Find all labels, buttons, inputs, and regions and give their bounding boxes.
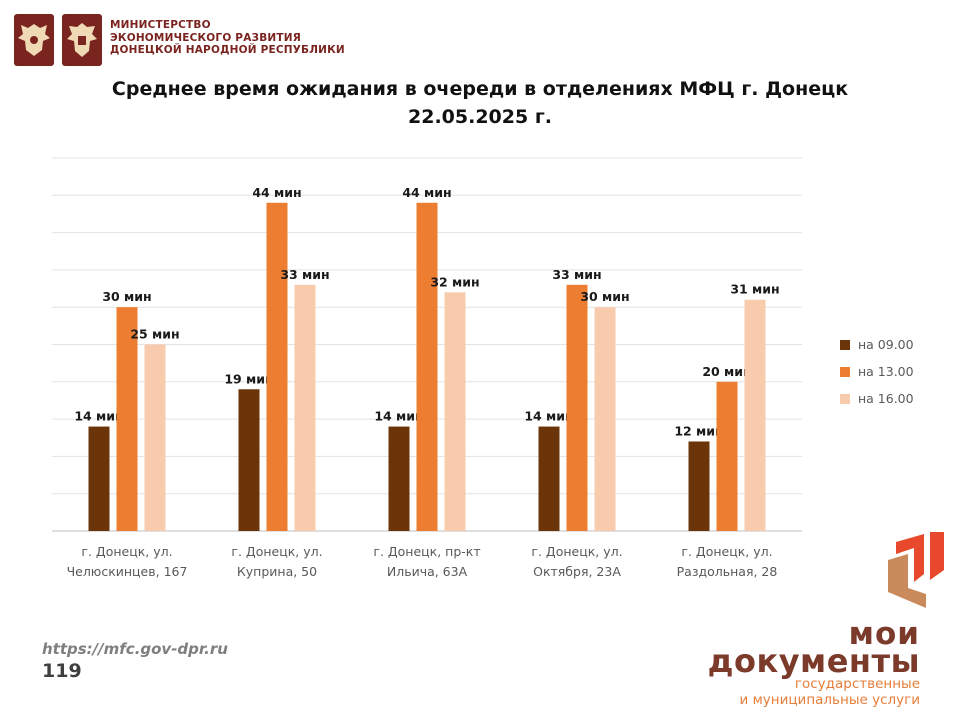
bar — [566, 284, 588, 531]
legend-swatch — [840, 366, 850, 377]
x-tick-label: г. Донецк, ул. — [231, 544, 322, 559]
bar — [688, 441, 710, 531]
data-label: 31 мин — [730, 282, 779, 297]
x-tick-label: Челюскинцев, 167 — [67, 564, 188, 579]
bar — [294, 284, 316, 531]
legend-item: на 16.00 — [840, 385, 914, 412]
ministry-line: МИНИСТЕРСТВО — [110, 19, 211, 31]
data-label: 14 мин — [374, 409, 423, 424]
bar — [266, 202, 288, 531]
x-tick-label: г. Донецк, ул. — [81, 544, 172, 559]
x-tick-label: Раздольная, 28 — [677, 564, 778, 579]
bar — [716, 381, 738, 531]
data-label: 32 мин — [430, 274, 479, 289]
legend-item: на 13.00 — [840, 358, 914, 385]
bar — [88, 426, 110, 531]
bar — [444, 292, 466, 531]
bar — [538, 426, 560, 531]
legend-label: на 09.00 — [858, 337, 914, 352]
moi-dokumenty-logo-icon — [886, 530, 948, 614]
bar — [388, 426, 410, 531]
data-label: 33 мин — [552, 267, 601, 282]
data-label: 25 мин — [130, 327, 179, 342]
x-tick-label: Куприна, 50 — [237, 564, 317, 579]
ministry-line: ЭКОНОМИЧЕСКОГО РАЗВИТИЯ — [110, 31, 302, 44]
x-tick-label: г. Донецк, пр-кт — [373, 544, 480, 559]
ministry-line: ДОНЕЦКОЙ НАРОДНОЙ РЕСПУБЛИКИ — [110, 44, 345, 56]
russia-emblem-icon — [14, 14, 54, 66]
x-tick-label: Ильича, 63А — [387, 564, 468, 579]
x-tick-label: г. Донецк, ул. — [681, 544, 772, 559]
data-label: 14 мин — [524, 409, 573, 424]
dpr-emblem-icon — [62, 14, 102, 66]
legend-item: на 09.00 — [840, 331, 914, 358]
data-label: 30 мин — [580, 289, 629, 304]
data-label: 44 мин — [252, 185, 301, 200]
data-label: 12 мин — [674, 423, 723, 438]
legend-label: на 13.00 — [858, 364, 914, 379]
data-label: 20 мин — [702, 364, 751, 379]
brand-tagline-2: и муниципальные услуги — [739, 692, 920, 708]
legend-swatch — [840, 339, 850, 350]
legend-label: на 16.00 — [858, 391, 914, 406]
data-label: 19 мин — [224, 371, 273, 386]
x-tick-label: г. Донецк, ул. — [531, 544, 622, 559]
legend-swatch — [840, 393, 850, 404]
data-label: 33 мин — [280, 267, 329, 282]
bar — [116, 307, 138, 531]
bar — [416, 202, 438, 531]
chart-title-line-1: Среднее время ожидания в очереди в отдел… — [111, 78, 849, 100]
data-label: 14 мин — [74, 409, 123, 424]
ministry-name: МИНИСТЕРСТВО ЭКОНОМИЧЕСКОГО РАЗВИТИЯ ДОН… — [110, 19, 370, 57]
data-label: 44 мин — [402, 185, 451, 200]
page-number: 119 — [42, 660, 82, 682]
footer-url-link[interactable]: https://mfc.gov-dpr.ru — [42, 640, 228, 658]
x-tick-label: Октября, 23А — [533, 564, 621, 579]
bar — [238, 389, 260, 531]
bar — [144, 344, 166, 531]
chart-title-line-2: 22.05.2025 г. — [408, 106, 552, 128]
bar-chart: 14 мин 30 мин 25 мин г. Донецк, ул. Челюскин… — [52, 157, 802, 579]
bar — [744, 299, 766, 531]
data-label: 30 мин — [102, 289, 151, 304]
bar — [594, 307, 616, 531]
brand-name-line-2: документы — [707, 642, 920, 680]
chart-legend: на 09.00 на 13.00 на 16.00 — [840, 331, 914, 412]
brand-tagline-1: государственные — [794, 676, 920, 692]
brand-name-line-1: мои — [848, 616, 920, 652]
